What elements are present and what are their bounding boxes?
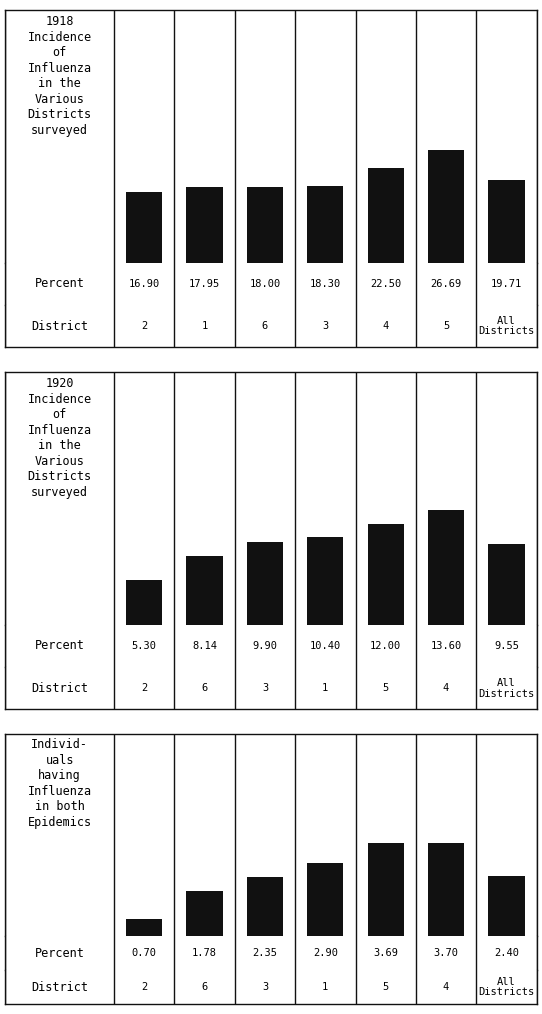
Bar (488, 876, 525, 937)
Bar (488, 545, 525, 625)
Text: 12.00: 12.00 (370, 641, 401, 651)
Bar (428, 150, 464, 263)
Text: 5.30: 5.30 (132, 641, 157, 651)
Text: 2: 2 (141, 982, 147, 992)
Text: 0.70: 0.70 (132, 948, 157, 958)
Bar (186, 891, 223, 937)
Bar (126, 919, 163, 937)
Bar (367, 844, 404, 937)
Text: 1920
Incidence
of
Influenza
in the
Various
Districts
surveyed: 1920 Incidence of Influenza in the Vario… (28, 377, 92, 499)
Text: 13.60: 13.60 (430, 641, 462, 651)
Text: 9.55: 9.55 (494, 641, 519, 651)
Text: 18.30: 18.30 (309, 279, 341, 289)
Text: 1: 1 (322, 683, 328, 694)
Bar (186, 557, 223, 625)
Text: District: District (31, 681, 88, 695)
Text: 1: 1 (202, 321, 208, 331)
Text: Percent: Percent (35, 947, 85, 960)
Text: 16.90: 16.90 (128, 279, 160, 289)
Text: 3: 3 (262, 683, 268, 694)
Text: 3.69: 3.69 (373, 948, 398, 958)
Text: 6: 6 (262, 321, 268, 331)
Text: 4: 4 (443, 683, 449, 694)
Text: 5: 5 (383, 683, 389, 694)
Text: 8.14: 8.14 (192, 641, 217, 651)
Text: 1: 1 (322, 982, 328, 992)
Text: 6: 6 (202, 982, 208, 992)
Text: All
Districts: All Districts (478, 315, 534, 337)
Text: 5: 5 (443, 321, 449, 331)
Text: All
Districts: All Districts (478, 677, 534, 699)
Bar (488, 179, 525, 263)
Text: Percent: Percent (35, 278, 85, 290)
Bar (307, 863, 344, 937)
Text: 2.40: 2.40 (494, 948, 519, 958)
Text: 19.71: 19.71 (491, 279, 522, 289)
Bar (247, 541, 283, 625)
Text: 1.78: 1.78 (192, 948, 217, 958)
Text: 1918
Incidence
of
Influenza
in the
Various
Districts
surveyed: 1918 Incidence of Influenza in the Vario… (28, 15, 92, 137)
Text: 3: 3 (322, 321, 328, 331)
Text: 2: 2 (141, 321, 147, 331)
Text: All
Districts: All Districts (478, 976, 534, 998)
Bar (186, 188, 223, 263)
Text: 3.70: 3.70 (434, 948, 459, 958)
Text: 2.35: 2.35 (253, 948, 278, 958)
Text: District: District (31, 981, 88, 994)
Bar (428, 510, 464, 625)
Bar (247, 877, 283, 937)
Text: Individ-
uals
having
Influenza
in both
Epidemics: Individ- uals having Influenza in both E… (28, 738, 92, 828)
Text: 5: 5 (383, 982, 389, 992)
Bar (428, 843, 464, 937)
Bar (307, 186, 344, 263)
Bar (247, 187, 283, 263)
Bar (307, 537, 344, 625)
Text: 2: 2 (141, 683, 147, 694)
Text: 26.69: 26.69 (430, 279, 462, 289)
Text: District: District (31, 319, 88, 333)
Text: 22.50: 22.50 (370, 279, 401, 289)
Text: 17.95: 17.95 (189, 279, 220, 289)
Text: 4: 4 (443, 982, 449, 992)
Text: 3: 3 (262, 982, 268, 992)
Text: 6: 6 (202, 683, 208, 694)
Text: Percent: Percent (35, 640, 85, 652)
Text: 10.40: 10.40 (309, 641, 341, 651)
Bar (126, 580, 163, 625)
Bar (126, 192, 163, 263)
Bar (367, 524, 404, 625)
Text: 2.90: 2.90 (313, 948, 338, 958)
Text: 4: 4 (383, 321, 389, 331)
Text: 9.90: 9.90 (253, 641, 278, 651)
Bar (367, 168, 404, 263)
Text: 18.00: 18.00 (249, 279, 281, 289)
